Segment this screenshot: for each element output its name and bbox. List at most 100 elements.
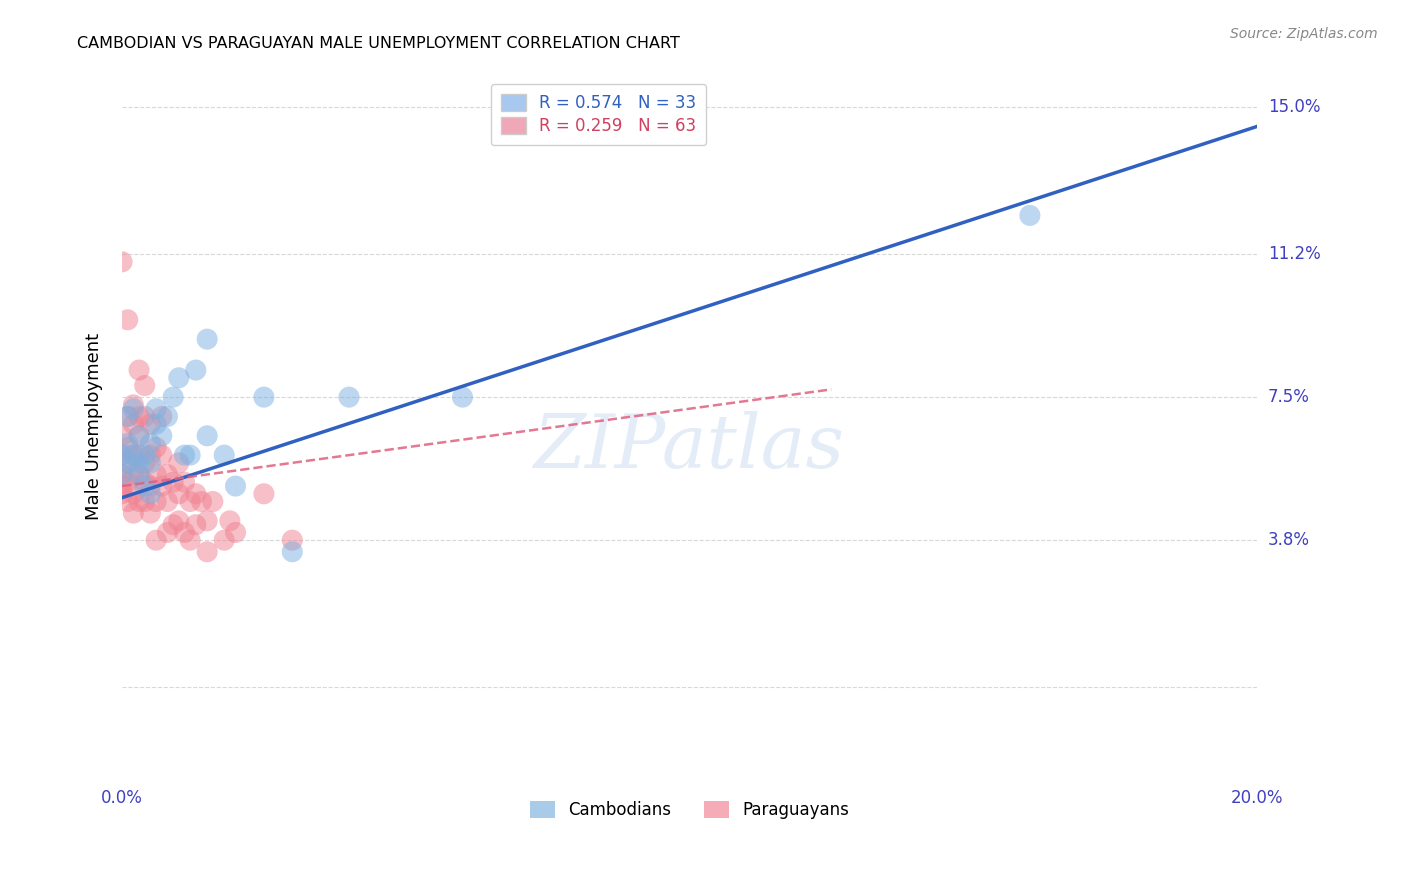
Text: 15.0%: 15.0%	[1268, 98, 1320, 116]
Point	[253, 487, 276, 501]
Point	[156, 525, 179, 540]
Point	[1018, 209, 1040, 223]
Text: 3.8%: 3.8%	[1268, 531, 1310, 549]
Point	[117, 475, 139, 490]
Point	[179, 494, 201, 508]
Point	[195, 545, 218, 559]
Point	[122, 506, 145, 520]
Point	[212, 448, 235, 462]
Point	[139, 436, 162, 450]
Point	[117, 456, 139, 470]
Point	[128, 467, 150, 482]
Point	[128, 448, 150, 462]
Text: 7.5%: 7.5%	[1268, 388, 1310, 406]
Point	[122, 487, 145, 501]
Point	[122, 467, 145, 482]
Point	[195, 332, 218, 346]
Point	[184, 487, 207, 501]
Point	[111, 448, 134, 462]
Point	[201, 494, 224, 508]
Point	[111, 467, 134, 482]
Point	[150, 409, 173, 424]
Text: ZIPatlas: ZIPatlas	[534, 411, 845, 483]
Point	[225, 479, 247, 493]
Point	[117, 441, 139, 455]
Point	[139, 479, 162, 493]
Point	[134, 409, 156, 424]
Point	[111, 467, 134, 482]
Point	[167, 456, 190, 470]
Point	[184, 517, 207, 532]
Point	[190, 494, 212, 508]
Legend: Cambodians, Paraguayans: Cambodians, Paraguayans	[523, 794, 856, 825]
Point	[179, 533, 201, 548]
Text: Source: ZipAtlas.com: Source: ZipAtlas.com	[1230, 27, 1378, 41]
Point	[195, 514, 218, 528]
Point	[139, 506, 162, 520]
Point	[173, 475, 195, 490]
Point	[173, 525, 195, 540]
Point	[128, 467, 150, 482]
Point	[128, 429, 150, 443]
Point	[117, 409, 139, 424]
Point	[212, 533, 235, 548]
Point	[179, 448, 201, 462]
Point	[128, 494, 150, 508]
Point	[134, 475, 156, 490]
Point	[134, 456, 156, 470]
Point	[117, 313, 139, 327]
Point	[167, 487, 190, 501]
Point	[167, 371, 190, 385]
Point	[111, 255, 134, 269]
Point	[122, 448, 145, 462]
Point	[162, 475, 184, 490]
Point	[184, 363, 207, 377]
Point	[162, 517, 184, 532]
Point	[128, 429, 150, 443]
Point	[117, 409, 139, 424]
Point	[134, 448, 156, 462]
Point	[111, 479, 134, 493]
Point	[195, 429, 218, 443]
Point	[117, 494, 139, 508]
Point	[156, 467, 179, 482]
Point	[451, 390, 474, 404]
Point	[122, 448, 145, 462]
Point	[150, 479, 173, 493]
Point	[122, 398, 145, 412]
Point	[156, 494, 179, 508]
Point	[162, 390, 184, 404]
Text: 11.2%: 11.2%	[1268, 245, 1320, 263]
Point	[225, 525, 247, 540]
Point	[173, 448, 195, 462]
Point	[281, 545, 304, 559]
Point	[145, 533, 167, 548]
Point	[117, 436, 139, 450]
Point	[150, 429, 173, 443]
Point	[145, 417, 167, 432]
Point	[122, 401, 145, 416]
Point	[139, 456, 162, 470]
Y-axis label: Male Unemployment: Male Unemployment	[86, 333, 103, 520]
Point	[117, 456, 139, 470]
Point	[145, 441, 167, 455]
Point	[281, 533, 304, 548]
Point	[128, 456, 150, 470]
Point	[253, 390, 276, 404]
Point	[150, 448, 173, 462]
Point	[139, 487, 162, 501]
Point	[111, 429, 134, 443]
Point	[145, 494, 167, 508]
Point	[134, 479, 156, 493]
Point	[134, 494, 156, 508]
Point	[167, 514, 190, 528]
Point	[156, 409, 179, 424]
Point	[218, 514, 240, 528]
Point	[134, 378, 156, 392]
Point	[145, 401, 167, 416]
Point	[139, 417, 162, 432]
Point	[122, 417, 145, 432]
Point	[111, 487, 134, 501]
Point	[111, 448, 134, 462]
Text: CAMBODIAN VS PARAGUAYAN MALE UNEMPLOYMENT CORRELATION CHART: CAMBODIAN VS PARAGUAYAN MALE UNEMPLOYMEN…	[77, 36, 681, 51]
